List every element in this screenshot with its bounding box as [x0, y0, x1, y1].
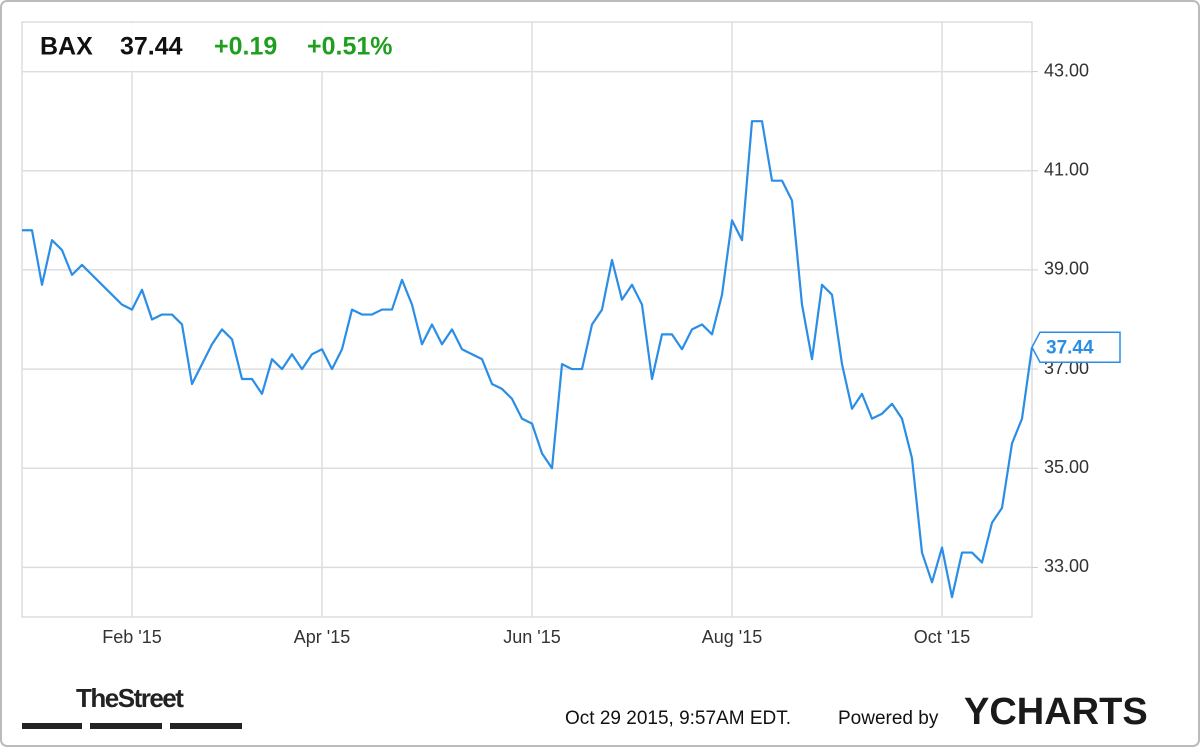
y-tick-label: 41.00	[1044, 160, 1089, 180]
plot-area	[21, 21, 1033, 618]
x-tick-label: Aug '15	[702, 627, 763, 647]
source-logo: TheStreet	[76, 683, 184, 713]
x-tick-label: Oct '15	[914, 627, 970, 647]
y-tick-label: 35.00	[1044, 457, 1089, 477]
logo-bar	[22, 723, 82, 729]
series	[22, 120, 1034, 599]
price: 37.44	[120, 33, 183, 61]
change: +0.19	[214, 33, 277, 61]
brand[interactable]: YCHARTS	[964, 691, 1148, 733]
x-tick-label: Jun '15	[503, 627, 560, 647]
change-percent: +0.51%	[307, 33, 393, 61]
powered-by: Powered by	[838, 708, 939, 729]
x-tick-label: Feb '15	[102, 627, 161, 647]
logo-bar	[170, 723, 242, 729]
y-tick-label: 39.00	[1044, 259, 1089, 279]
price-line	[22, 120, 1034, 599]
logo-bar	[90, 723, 162, 729]
last-value-badge	[1031, 331, 1121, 364]
timestamp: Oct 29 2015, 9:57AM EDT.	[565, 708, 791, 729]
y-tick-label: 33.00	[1044, 556, 1089, 576]
y-tick-label: 43.00	[1044, 60, 1089, 80]
symbol: BAX	[40, 33, 93, 61]
header-box	[23, 23, 435, 71]
x-tick-label: Apr '15	[294, 627, 350, 647]
last-value-label: 37.44	[1046, 337, 1094, 358]
